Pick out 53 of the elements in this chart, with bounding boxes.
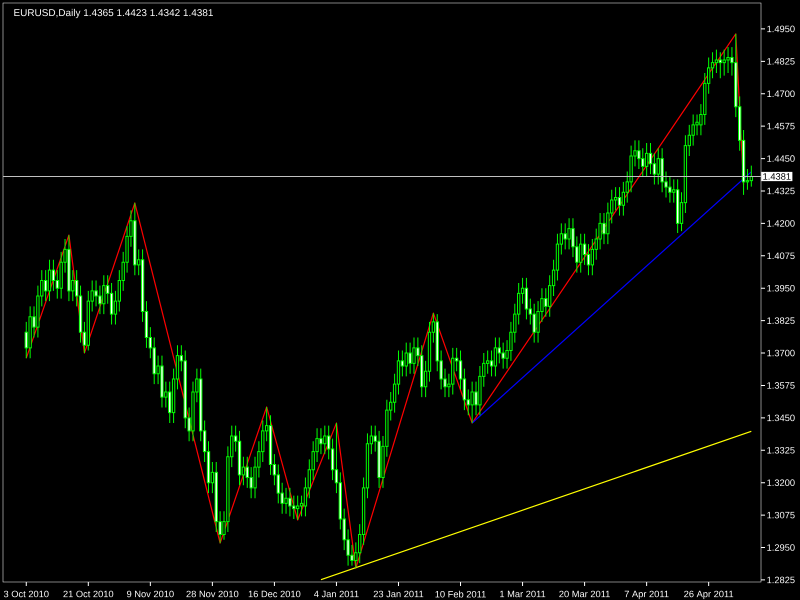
y-tick-label: 1.4700 [767,90,795,98]
x-tick-label: 9 Nov 2010 [126,590,174,598]
y-tick-label: 1.4200 [767,220,795,227]
candlestick [451,347,454,396]
candlestick [67,234,71,302]
candlestick [579,233,582,274]
x-tick-label: 28 Nov 2010 [186,590,238,598]
y-tick-label: 1.4950 [767,26,795,32]
candlestick [494,336,498,377]
y-tick-label: 1.2950 [767,544,795,551]
x-tick-label: 10 Feb 2011 [435,590,486,598]
y-tick-label: 1.3950 [767,284,795,292]
candlestick [296,495,300,521]
candlestick [676,178,680,234]
x-tick-label: 23 Jan 2011 [374,590,424,598]
candlestick [404,342,408,377]
ref-line-label: 1.4381 [763,173,791,180]
x-tick-label: 4 Jan 2011 [314,590,359,598]
y-tick-label: 1.2825 [767,576,795,584]
candlestick [644,142,648,178]
candlestick [718,52,722,79]
y-tick-label: 1.4075 [767,252,795,260]
x-tick-label: 1 Mar 2011 [500,590,546,598]
y-tick-label: 1.3575 [767,382,795,389]
x-tick-label: 21 Oct 2010 [63,590,114,598]
line-series [26,33,744,569]
candlestick [288,487,292,517]
text: EURUSD,Daily 1.4365 1.4423 1.4342 1.4381 [14,8,213,18]
y-tick-label: 1.3075 [767,512,795,518]
x-tick-label: 7 Apr 2011 [624,590,669,600]
candlestick [48,259,52,302]
y-tick-label: 1.3825 [767,317,795,324]
candlestick [470,381,474,424]
y-tick-label: 1.4575 [767,122,795,130]
candlestick [102,274,106,315]
candlestick [714,49,718,74]
candlestick [412,336,416,374]
y-tick-label: 1.3325 [767,447,795,454]
candlestick [726,46,730,74]
x-tick-label: 26 Apr 2011 [684,590,734,600]
candlestick [133,202,136,276]
y-tick-label: 1.3700 [767,350,795,356]
candlestick [722,49,726,76]
y-tick-label: 1.4325 [767,188,795,194]
y-tick-label: 1.4450 [767,155,795,162]
candlestick [160,355,164,408]
x-tick-label: 16 Dec 2010 [248,590,300,598]
x-tick-label: 20 Mar 2011 [559,590,610,598]
x-tick-label: 3 Oct 2010 [4,590,49,598]
y-tick-label: 1.4825 [767,58,795,65]
candlestick [28,306,32,359]
y-tick-label: 1.3450 [767,414,795,422]
y-tick-label: 1.3200 [767,479,795,486]
